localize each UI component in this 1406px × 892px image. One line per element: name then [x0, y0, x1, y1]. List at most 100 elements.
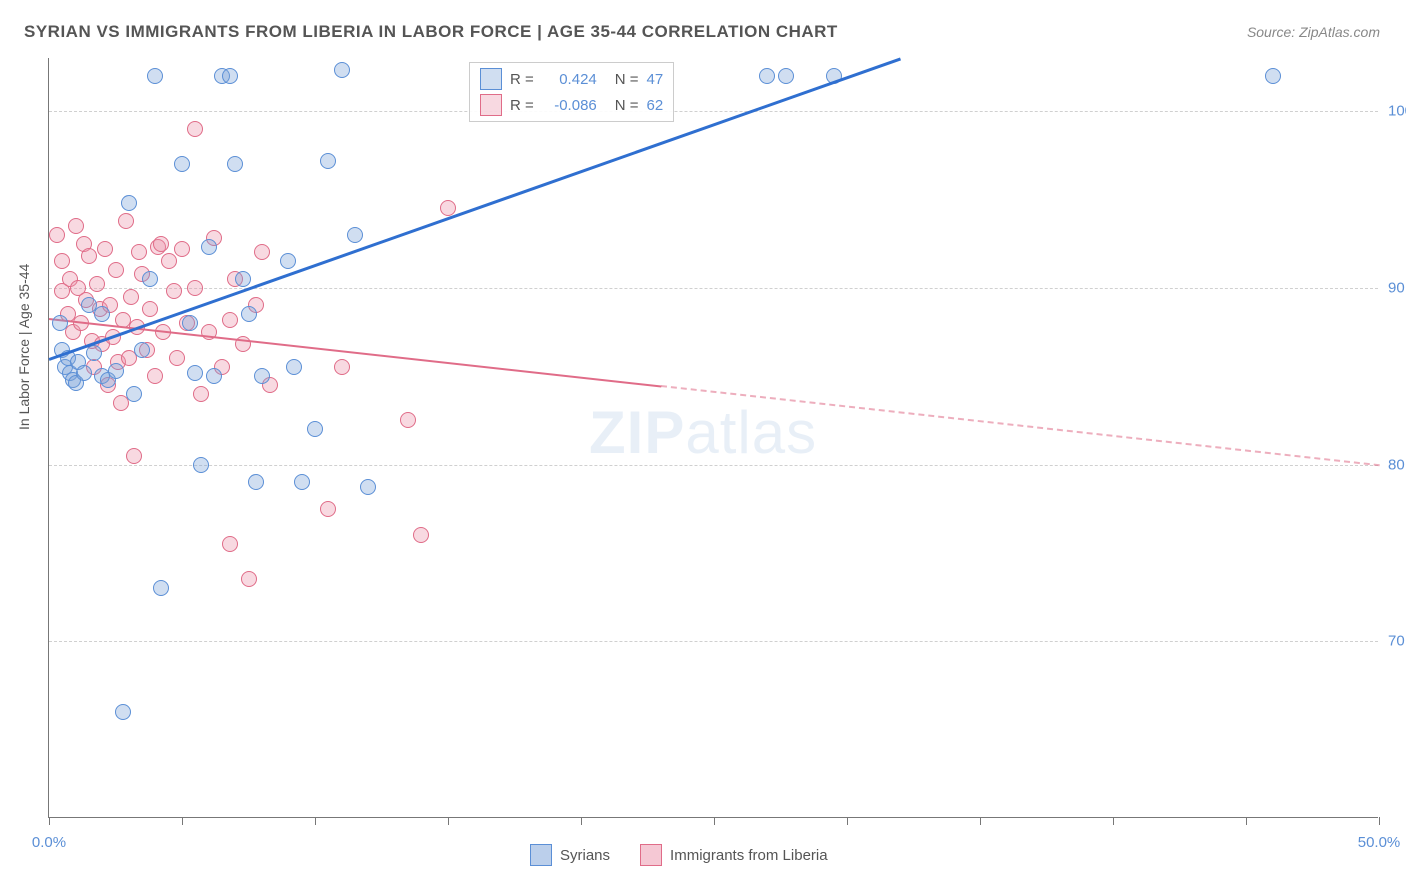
data-point	[294, 474, 310, 490]
legend-swatch	[640, 844, 662, 866]
r-label: R =	[510, 97, 534, 114]
data-point	[169, 350, 185, 366]
data-point	[147, 68, 163, 84]
legend-item: Syrians	[530, 844, 610, 866]
data-point	[54, 253, 70, 269]
data-point	[94, 306, 110, 322]
data-point	[227, 156, 243, 172]
x-tick	[581, 817, 582, 825]
gridline-h	[49, 111, 1378, 112]
data-point	[182, 315, 198, 331]
x-tick	[49, 817, 50, 825]
data-point	[68, 218, 84, 234]
gridline-h	[49, 465, 1378, 466]
data-point	[142, 301, 158, 317]
data-point	[166, 283, 182, 299]
data-point	[241, 306, 257, 322]
data-point	[187, 280, 203, 296]
x-tick	[448, 817, 449, 825]
y-axis-label: In Labor Force | Age 35-44	[16, 264, 32, 430]
x-tick	[1379, 817, 1380, 825]
data-point	[320, 501, 336, 517]
n-label: N =	[615, 97, 639, 114]
r-value: 0.424	[542, 71, 597, 88]
legend-swatch	[480, 68, 502, 90]
data-point	[81, 248, 97, 264]
source-attribution: Source: ZipAtlas.com	[1247, 24, 1380, 40]
plot-area: ZIPatlas 70.0%80.0%90.0%100.0%0.0%50.0%R…	[48, 58, 1378, 818]
data-point	[201, 239, 217, 255]
legend-label: Syrians	[560, 847, 610, 864]
data-point	[89, 276, 105, 292]
data-point	[206, 368, 222, 384]
data-point	[222, 68, 238, 84]
data-point	[123, 289, 139, 305]
data-point	[153, 236, 169, 252]
data-point	[1265, 68, 1281, 84]
data-point	[413, 527, 429, 543]
y-tick-label: 80.0%	[1388, 456, 1406, 473]
data-point	[174, 156, 190, 172]
legend-swatch	[480, 94, 502, 116]
data-point	[360, 479, 376, 495]
data-point	[49, 227, 65, 243]
x-tick	[315, 817, 316, 825]
data-point	[187, 365, 203, 381]
data-point	[131, 244, 147, 260]
data-point	[126, 386, 142, 402]
chart-title: SYRIAN VS IMMIGRANTS FROM LIBERIA IN LAB…	[24, 22, 838, 42]
data-point	[307, 421, 323, 437]
x-tick	[182, 817, 183, 825]
data-point	[142, 271, 158, 287]
data-point	[121, 195, 137, 211]
data-point	[108, 363, 124, 379]
y-tick-label: 70.0%	[1388, 633, 1406, 650]
legend-item: Immigrants from Liberia	[640, 844, 828, 866]
data-point	[147, 368, 163, 384]
data-point	[280, 253, 296, 269]
gridline-h	[49, 641, 1378, 642]
watermark: ZIPatlas	[589, 398, 817, 467]
data-point	[235, 271, 251, 287]
x-tick-label: 50.0%	[1358, 834, 1401, 851]
data-point	[778, 68, 794, 84]
legend-stats-row: R =0.424N =47	[470, 66, 673, 92]
data-point	[76, 365, 92, 381]
data-point	[115, 704, 131, 720]
legend-stats-row: R =-0.086N =62	[470, 92, 673, 118]
legend-label: Immigrants from Liberia	[670, 847, 828, 864]
data-point	[174, 241, 190, 257]
data-point	[334, 359, 350, 375]
data-point	[86, 345, 102, 361]
data-point	[254, 244, 270, 260]
data-point	[193, 457, 209, 473]
trend-line	[661, 385, 1379, 466]
data-point	[222, 536, 238, 552]
data-point	[320, 153, 336, 169]
data-point	[400, 412, 416, 428]
x-tick-label: 0.0%	[32, 834, 66, 851]
data-point	[187, 121, 203, 137]
data-point	[118, 213, 134, 229]
data-point	[193, 386, 209, 402]
legend-swatch	[530, 844, 552, 866]
data-point	[286, 359, 302, 375]
y-tick-label: 100.0%	[1388, 103, 1406, 120]
data-point	[52, 315, 68, 331]
n-label: N =	[615, 71, 639, 88]
data-point	[248, 474, 264, 490]
x-tick	[1113, 817, 1114, 825]
watermark-rest: atlas	[685, 399, 817, 466]
legend-bottom: Syrians Immigrants from Liberia	[530, 844, 828, 866]
data-point	[759, 68, 775, 84]
y-tick-label: 90.0%	[1388, 279, 1406, 296]
data-point	[97, 241, 113, 257]
x-tick	[1246, 817, 1247, 825]
legend-stats: R =0.424N =47R =-0.086N =62	[469, 62, 674, 122]
data-point	[134, 342, 150, 358]
data-point	[126, 448, 142, 464]
chart-container: SYRIAN VS IMMIGRANTS FROM LIBERIA IN LAB…	[0, 0, 1406, 892]
watermark-bold: ZIP	[589, 399, 685, 466]
data-point	[347, 227, 363, 243]
x-tick	[714, 817, 715, 825]
